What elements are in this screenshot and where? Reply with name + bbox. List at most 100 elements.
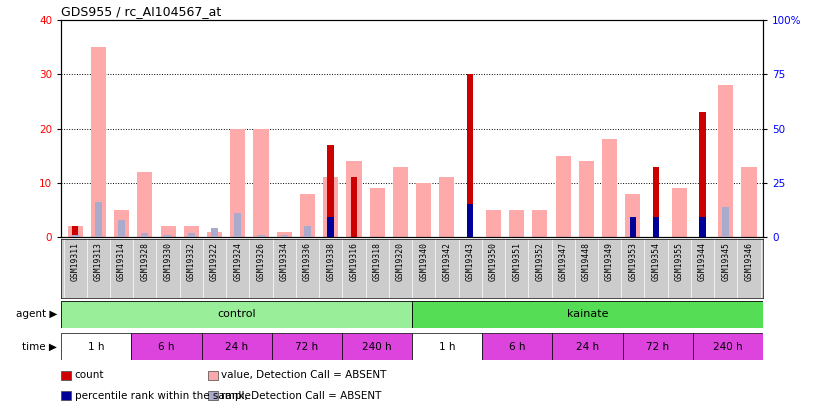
Bar [184, 226, 199, 237]
Text: 6 h: 6 h [158, 342, 175, 352]
Text: GSM19340: GSM19340 [419, 242, 428, 281]
Text: GSM19328: GSM19328 [140, 242, 149, 281]
Text: GSM19349: GSM19349 [605, 242, 614, 281]
Text: GSM19448: GSM19448 [582, 242, 591, 281]
Bar [327, 145, 334, 237]
Bar [137, 172, 153, 237]
Text: rank, Detection Call = ABSENT: rank, Detection Call = ABSENT [221, 391, 382, 401]
Text: 72 h: 72 h [646, 342, 669, 352]
Bar [141, 232, 149, 237]
Text: GSM19353: GSM19353 [628, 242, 637, 281]
Bar [257, 235, 264, 237]
Text: GSM19352: GSM19352 [535, 242, 544, 281]
Text: GSM19346: GSM19346 [744, 242, 753, 281]
Bar [304, 226, 311, 237]
Bar [95, 202, 102, 237]
Bar [323, 177, 339, 237]
Bar [486, 210, 501, 237]
Text: 1 h: 1 h [439, 342, 455, 352]
Bar [672, 188, 687, 237]
Bar [272, 333, 342, 360]
Text: GSM19326: GSM19326 [256, 242, 265, 281]
Text: GSM19344: GSM19344 [698, 242, 707, 281]
Bar [208, 391, 218, 400]
Text: GSM19322: GSM19322 [210, 242, 219, 281]
Bar [393, 166, 408, 237]
Text: GSM19330: GSM19330 [163, 242, 173, 281]
Bar [347, 161, 361, 237]
Bar [68, 226, 82, 237]
Text: 6 h: 6 h [509, 342, 526, 352]
Text: 240 h: 240 h [362, 342, 392, 352]
Bar [602, 139, 617, 237]
Text: kainate: kainate [567, 309, 608, 319]
Bar [114, 210, 129, 237]
Bar [161, 226, 175, 237]
Bar [277, 232, 292, 237]
Text: GSM19314: GSM19314 [118, 242, 126, 281]
Text: 24 h: 24 h [225, 342, 248, 352]
Bar [281, 235, 288, 237]
Bar [552, 333, 623, 360]
Bar [342, 333, 412, 360]
Bar [653, 166, 659, 237]
Bar [188, 232, 195, 237]
Text: 240 h: 240 h [713, 342, 743, 352]
Text: agent ▶: agent ▶ [16, 309, 57, 319]
Bar [370, 188, 385, 237]
Text: GSM19334: GSM19334 [280, 242, 289, 281]
Bar [118, 220, 125, 237]
Bar [699, 112, 706, 237]
Text: GSM19355: GSM19355 [675, 242, 684, 281]
Bar [72, 235, 79, 237]
Bar [718, 85, 734, 237]
Bar [208, 371, 218, 380]
Text: GSM19351: GSM19351 [512, 242, 521, 281]
Bar [230, 129, 246, 237]
Bar [351, 177, 357, 237]
Text: GDS955 / rc_AI104567_at: GDS955 / rc_AI104567_at [61, 5, 221, 18]
Text: GSM19318: GSM19318 [373, 242, 382, 281]
Bar [579, 161, 594, 237]
Text: value, Detection Call = ABSENT: value, Detection Call = ABSENT [221, 371, 387, 380]
Bar [211, 228, 218, 237]
Text: GSM19343: GSM19343 [466, 242, 475, 281]
Bar [234, 213, 242, 237]
Bar [300, 194, 315, 237]
Text: GSM19345: GSM19345 [721, 242, 730, 281]
Bar [61, 391, 71, 400]
Text: 72 h: 72 h [295, 342, 318, 352]
Text: GSM19338: GSM19338 [326, 242, 335, 281]
Bar [412, 301, 763, 328]
Text: GSM19342: GSM19342 [442, 242, 451, 281]
Bar [61, 333, 131, 360]
Bar [467, 205, 473, 237]
Bar [207, 232, 222, 237]
Bar [625, 194, 641, 237]
Text: 24 h: 24 h [576, 342, 599, 352]
Bar [722, 207, 730, 237]
Text: control: control [217, 309, 256, 319]
Bar [623, 333, 693, 360]
Text: GSM19313: GSM19313 [94, 242, 103, 281]
Bar [131, 333, 202, 360]
Bar [61, 371, 71, 380]
Bar [482, 333, 552, 360]
Bar [509, 210, 524, 237]
Bar [653, 217, 659, 237]
Bar [412, 333, 482, 360]
Text: GSM19332: GSM19332 [187, 242, 196, 281]
Text: GSM19324: GSM19324 [233, 242, 242, 281]
Bar [699, 217, 706, 237]
Bar [327, 217, 335, 237]
Text: GSM19316: GSM19316 [349, 242, 358, 281]
Text: time ▶: time ▶ [22, 342, 57, 352]
Bar [91, 47, 106, 237]
Bar [693, 333, 763, 360]
Text: GSM19311: GSM19311 [71, 242, 80, 281]
Text: percentile rank within the sample: percentile rank within the sample [75, 391, 251, 401]
Text: GSM19350: GSM19350 [489, 242, 498, 281]
Bar [742, 166, 756, 237]
Text: GSM19320: GSM19320 [396, 242, 405, 281]
Text: 1 h: 1 h [88, 342, 104, 352]
